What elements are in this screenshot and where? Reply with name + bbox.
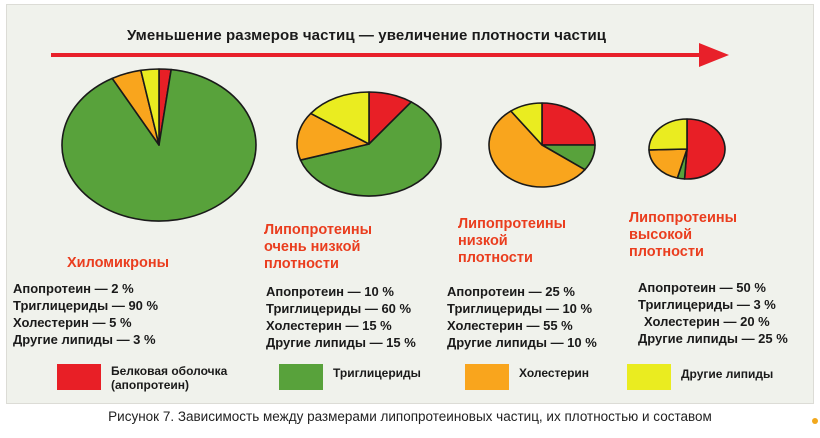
composition-list-ldl: Апопротеин — 25 % Триглицериды — 10 % Хо… bbox=[447, 283, 597, 351]
composition-line: Другие липиды — 3 % bbox=[13, 332, 156, 347]
composition-line: Другие липиды — 25 % bbox=[638, 331, 788, 346]
legend-label-other: Другие липиды bbox=[681, 367, 774, 381]
pie-slice-cholesterol bbox=[296, 112, 370, 161]
composition-line: Холестерин — 5 % bbox=[13, 315, 132, 330]
composition-line: Холестерин — 15 % bbox=[266, 318, 392, 333]
legend-label-protein: Белковая оболочка (апопротеин) bbox=[111, 364, 228, 392]
pie-slice-protein bbox=[541, 102, 596, 146]
legend-swatch-protein bbox=[57, 364, 101, 390]
composition-line: Триглицериды — 60 % bbox=[266, 301, 412, 316]
pie-title-hdl: Липопротеины высокой плотности bbox=[629, 210, 738, 260]
pie-slice-protein bbox=[683, 118, 726, 180]
composition-list-chylomicrons: Апопротеин — 2 % Триглицериды — 90 % Хол… bbox=[13, 280, 158, 348]
page-marker-dot bbox=[812, 418, 818, 424]
pie-title-chylomicrons: Хиломикроны bbox=[67, 255, 170, 271]
figure-caption: Рисунок 7. Зависимость между размерами л… bbox=[108, 409, 712, 424]
pie-slice-triglycerides bbox=[299, 101, 442, 197]
composition-line: Другие липиды — 15 % bbox=[266, 335, 416, 350]
pie-charts bbox=[61, 68, 726, 222]
legend-swatch-other bbox=[627, 364, 671, 390]
legend-swatch-cholesterol bbox=[465, 364, 509, 390]
pie-slice-cholesterol bbox=[648, 148, 688, 179]
pie-slice-other bbox=[140, 68, 160, 146]
arrow-caption: Уменьшение размеров частиц — увеличение … bbox=[127, 27, 607, 44]
composition-list-vldl: Апопротеин — 10 % Триглицериды — 60 % Хо… bbox=[266, 283, 416, 351]
pie-title-vldl: Липопротеины очень низкой плотности bbox=[264, 222, 373, 272]
composition-line: Триглицериды — 90 % bbox=[13, 298, 159, 313]
composition-line: Триглицериды — 10 % bbox=[447, 301, 593, 316]
legend-swatch-triglycerides bbox=[279, 364, 323, 390]
direction-arrow bbox=[51, 43, 729, 67]
composition-line: Другие липиды — 10 % bbox=[447, 335, 597, 350]
composition-line: Холестерин — 20 % bbox=[644, 314, 770, 329]
pie-slice-cholesterol bbox=[488, 110, 586, 188]
composition-line: Апопротеин — 50 % bbox=[638, 280, 766, 295]
pie-slice-other bbox=[309, 91, 370, 145]
arrow-head bbox=[699, 43, 729, 67]
legend-label-triglycerides: Триглицериды bbox=[333, 366, 421, 380]
legend-label-cholesterol: Холестерин bbox=[519, 366, 590, 380]
composition-list-hdl: Апопротеин — 50 % Триглицериды — 3 % Хол… bbox=[638, 279, 788, 347]
composition-line: Апопротеин — 10 % bbox=[266, 284, 394, 299]
pie-slice-other bbox=[648, 118, 688, 151]
pie-slice-other bbox=[510, 102, 543, 146]
pie-title-ldl: Липопротеины низкой плотности bbox=[458, 216, 567, 266]
composition-line: Триглицериды — 3 % bbox=[638, 297, 776, 312]
figure-panel: Уменьшение размеров частиц — увеличение … bbox=[6, 4, 814, 404]
composition-line: Холестерин — 55 % bbox=[447, 318, 573, 333]
composition-line: Апопротеин — 25 % bbox=[447, 284, 575, 299]
composition-line: Апопротеин — 2 % bbox=[13, 281, 134, 296]
